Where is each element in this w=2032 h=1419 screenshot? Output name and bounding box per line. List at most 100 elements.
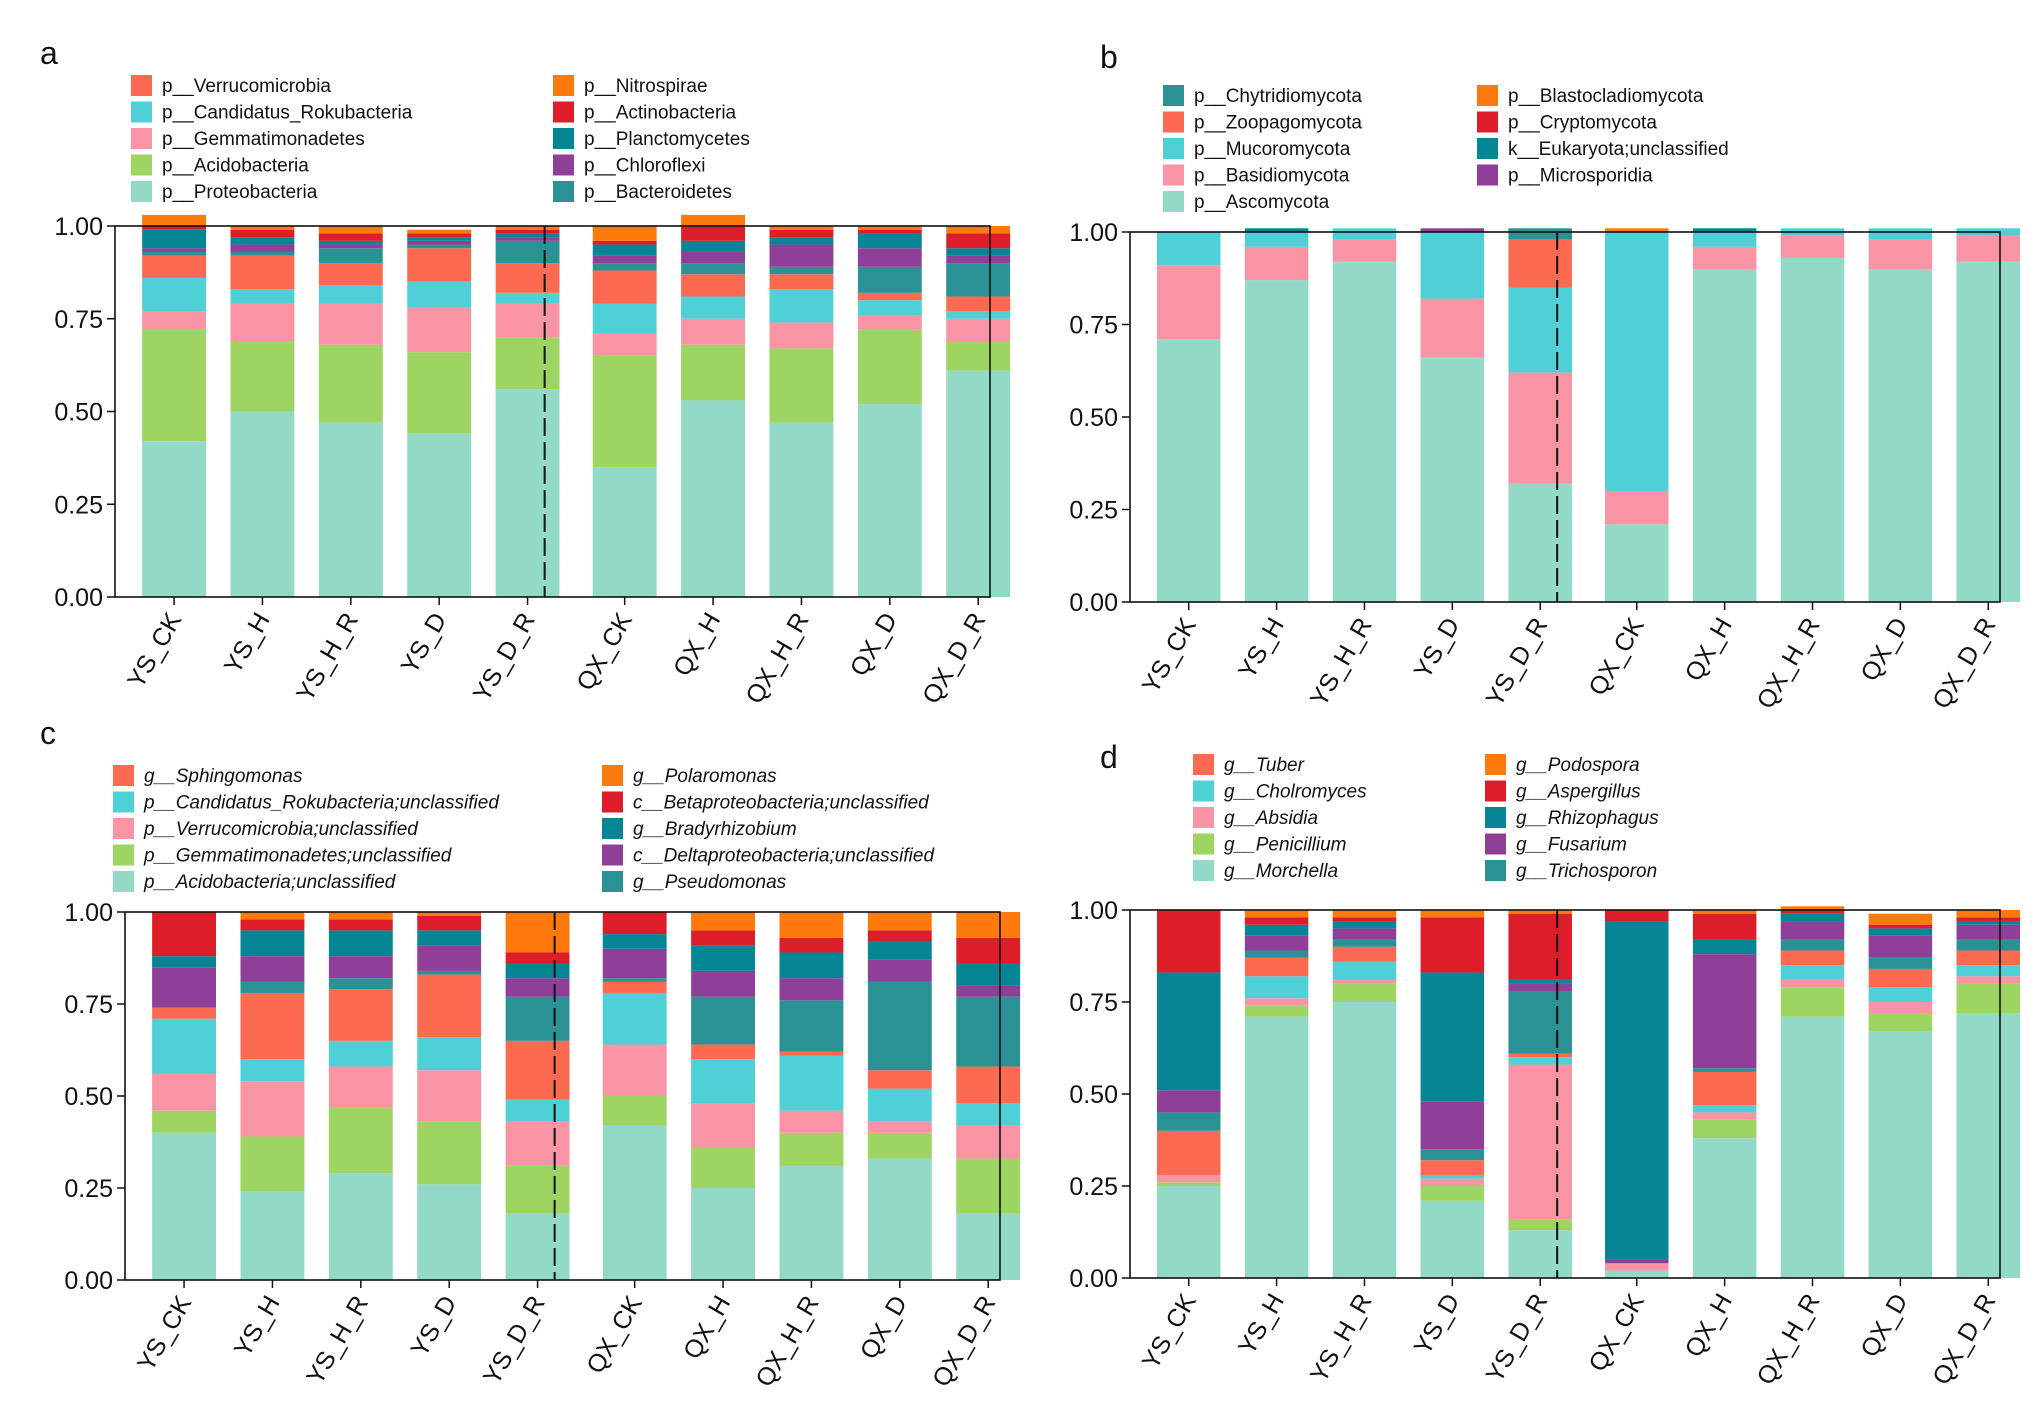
bar-segment: [417, 945, 482, 971]
bar-segment: [867, 930, 932, 942]
bar-segment: [602, 992, 667, 1045]
legend-swatch: [113, 871, 134, 892]
bar-segment: [318, 248, 383, 264]
y-tick-label: 0.25: [1069, 497, 1118, 525]
x-tick-label: YS_H_R: [291, 608, 364, 706]
legend-label: c__Betaproteobacteria;unclassified: [633, 793, 930, 814]
bar-segment: [505, 963, 570, 979]
bar-segment: [328, 912, 393, 920]
bar-segment: [1508, 979, 1572, 984]
bar-segment: [230, 411, 295, 597]
bar-segment: [592, 270, 657, 304]
bar-segment: [318, 422, 383, 597]
y-tick-label: 1.00: [1069, 219, 1118, 247]
bar-segment: [1868, 1031, 1933, 1278]
bar-segment: [1692, 910, 1757, 914]
bar-segment: [1508, 1064, 1572, 1220]
bar-segment: [328, 1173, 393, 1280]
bar-segment: [1156, 1186, 1221, 1278]
bar-segment: [407, 307, 472, 353]
bar-segment: [495, 263, 560, 293]
bar-segment: [328, 1040, 393, 1067]
bar-segment: [1420, 298, 1485, 358]
legend-label: p__Bacteroidetes: [584, 182, 732, 203]
bar-segment: [417, 915, 482, 931]
bar-segment: [602, 934, 667, 949]
x-tick-label: YS_H: [1233, 613, 1290, 684]
bar-segment: [946, 226, 1011, 234]
legend-label: g__Trichosporon: [1516, 861, 1657, 882]
legend-swatch: [1477, 111, 1498, 133]
bar-segment: [1692, 1071, 1757, 1106]
bar-segment: [1244, 950, 1309, 958]
legend-label: c__Deltaproteobacteria;unclassified: [633, 846, 935, 867]
bar-segment: [956, 1103, 1021, 1126]
bar-segment: [592, 240, 657, 245]
legend-swatch: [602, 871, 623, 892]
bar-segment: [769, 348, 834, 423]
y-tick-label: 1.00: [64, 899, 113, 927]
bar-segment: [1780, 950, 1845, 966]
bar-segment: [681, 214, 745, 226]
y-tick-label: 0.25: [1069, 1173, 1118, 1201]
bar-segment: [1692, 1119, 1757, 1139]
bar-segment: [1332, 939, 1397, 947]
bar-segment: [1692, 246, 1757, 269]
bar-segment: [240, 1191, 305, 1280]
bar-segment: [1156, 1174, 1221, 1183]
bar-segment: [318, 240, 383, 245]
legend-swatch: [1485, 754, 1506, 775]
bar-segment: [1420, 910, 1485, 918]
y-tick-label: 0.75: [64, 991, 113, 1019]
legend-label: p__Nitrospirae: [584, 76, 708, 97]
legend-label: g__Tuber: [1224, 755, 1305, 776]
bar-segment: [417, 974, 482, 1038]
bar-segment: [1508, 983, 1572, 991]
x-tick-label: QX_CK: [1583, 1289, 1650, 1377]
y-tick-label: 0.25: [64, 1175, 113, 1203]
bar-segment: [1244, 246, 1309, 281]
bar-segment: [956, 1066, 1021, 1104]
bar-segment: [1605, 232, 1669, 491]
x-tick-label: QX_H_R: [1751, 613, 1825, 714]
bar-segment: [1508, 1219, 1572, 1231]
bar-segment: [505, 1121, 570, 1166]
x-tick-label: QX_D: [845, 608, 903, 681]
legend-swatch: [1477, 138, 1498, 159]
x-tick-label: QX_H_R: [740, 608, 814, 709]
bar-segment: [1332, 921, 1397, 929]
bar-segment: [1508, 239, 1572, 288]
bar-segment: [867, 912, 932, 931]
bar-segment: [230, 289, 295, 304]
bar-segment: [240, 930, 305, 957]
x-tick-label: YS_D: [1409, 1289, 1466, 1360]
bar-segment: [318, 344, 383, 423]
bar-segment: [1780, 921, 1845, 940]
legend-label: p__Microsporidia: [1508, 166, 1653, 187]
bar-segment: [956, 937, 1021, 964]
bar-segment: [328, 1107, 393, 1174]
bar-segment: [956, 985, 1021, 997]
bar-segment: [1332, 1002, 1397, 1278]
bar-segment: [1508, 1053, 1572, 1058]
bar-segment: [1244, 957, 1309, 977]
bar-segment: [956, 996, 1021, 1067]
bar-segment: [769, 422, 834, 597]
legend-swatch: [131, 101, 152, 123]
legend-label: p__Verrucomicrobia;unclassified: [143, 819, 419, 840]
bar-segment: [1868, 1013, 1933, 1032]
bar-segment: [1868, 987, 1933, 1002]
bar-segment: [779, 1055, 844, 1111]
bar-segment: [867, 981, 932, 1071]
legend-swatch: [113, 765, 134, 786]
legend-swatch: [553, 154, 574, 176]
bar-segment: [857, 266, 922, 293]
bar-segment: [1420, 357, 1485, 602]
bar-segment: [1692, 1068, 1757, 1072]
bar-segment: [691, 945, 755, 971]
bar-segment: [407, 248, 472, 282]
bar-segment: [681, 400, 745, 597]
y-tick-label: 1.00: [1069, 897, 1118, 925]
bar-segment: [1332, 228, 1397, 240]
y-tick-label: 0.75: [54, 306, 103, 334]
